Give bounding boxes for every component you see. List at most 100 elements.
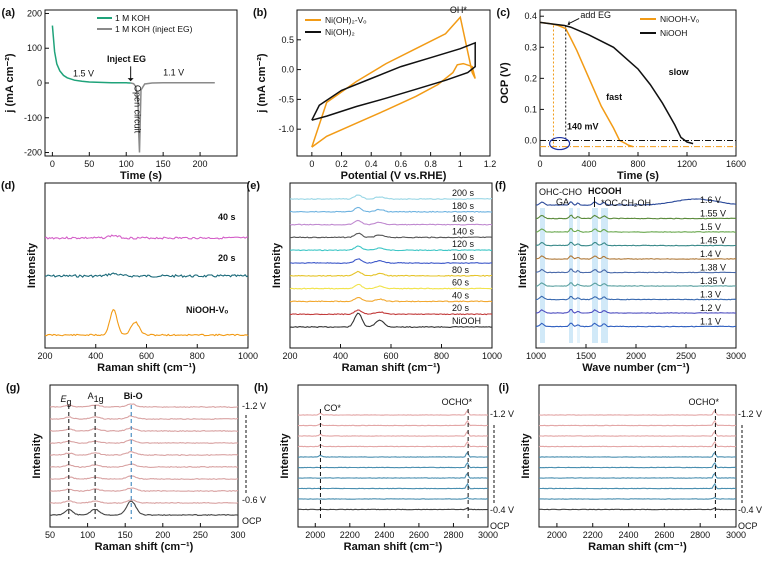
y-axis-label: Intensity: [26, 242, 38, 288]
spectrum-g-4: [49, 451, 239, 456]
legend-entry: Ni(OH)₂-Vₒ: [325, 15, 366, 25]
x-tick-label: 2000: [547, 530, 567, 540]
label-1.45V: 1.45 V: [700, 236, 726, 246]
annotation-add-eg: add EG: [580, 10, 611, 20]
spectrum-100s: [289, 258, 492, 264]
label-ocp: OCP: [242, 516, 262, 526]
annotation-hcooh: HCOOH: [588, 186, 622, 196]
spectrum-i-5: [538, 461, 737, 469]
x-tick-label: 2200: [340, 530, 360, 540]
x-tick-label: 1000: [238, 351, 258, 361]
label-40s: 40 s: [218, 212, 236, 222]
spectrum-g-1: [49, 415, 239, 420]
x-tick-label: 300: [230, 530, 245, 540]
label-100s: 100 s: [452, 252, 475, 262]
x-tick-label: 0.4: [365, 159, 378, 169]
x-tick-label: 2400: [619, 530, 639, 540]
x-tick-label: 1.2: [484, 159, 497, 169]
y-tick-label: 0.4: [524, 11, 537, 21]
y-axis-label: j (mA cm⁻²): [4, 53, 16, 114]
band-3: [592, 208, 598, 343]
panel-label: (f): [495, 180, 506, 192]
spectrum-160s: [289, 219, 493, 226]
spectrum-200s: [289, 194, 493, 200]
x-tick-label: 1000: [482, 351, 502, 361]
x-tick-label: 100: [80, 530, 95, 540]
label-1.38V: 1.38 V: [700, 263, 726, 273]
y-tick-label: 0.1: [524, 104, 537, 114]
annotation-fast: fast: [606, 92, 622, 102]
annotation-ocho: OCHO*: [442, 397, 473, 407]
label-bottom-potential: -0.4 V: [490, 505, 514, 515]
x-tick-label: 1600: [726, 159, 746, 169]
spectrum-1.35V: [535, 282, 737, 287]
inject-arrowhead: [127, 78, 134, 82]
x-tick-label: 200: [155, 530, 170, 540]
series-koh: [51, 25, 131, 84]
x-tick-label: 2800: [690, 530, 710, 540]
panel-label: (a): [2, 7, 16, 19]
spectrum-1.45V: [535, 241, 737, 247]
x-tick-label: 1200: [677, 159, 697, 169]
label-20s: 20 s: [452, 303, 470, 313]
label-top-potential: -1.2 V: [242, 401, 266, 411]
annotation-1.5v: 1.5 V: [73, 69, 94, 79]
y-tick-label: 0: [37, 78, 42, 88]
spectrum-20s: [290, 309, 493, 316]
x-tick-label: 0: [50, 159, 55, 169]
y-axis-label: j (mA cm⁻²): [256, 53, 268, 114]
spectrum-1.4V: [535, 255, 737, 260]
legend-entry: 1 M KOH: [115, 13, 150, 23]
spectrum-80s: [289, 270, 492, 277]
panel-label: (b): [253, 7, 267, 19]
panel-label: (e): [247, 180, 261, 192]
spectrum-i-0: [538, 409, 736, 416]
annotation-oh: OH*: [450, 5, 468, 15]
x-tick-label: 0: [309, 159, 314, 169]
spectrum-h-3: [297, 440, 489, 448]
spectrum-h-9: [298, 507, 489, 511]
plot-frame-c: [539, 9, 737, 157]
spectrum-NiOOH: [289, 312, 493, 328]
add-eg-arrow: [567, 17, 580, 25]
spectrum-40s: [44, 234, 249, 240]
x-tick-label: 600: [139, 351, 154, 361]
spectrum-i-8: [538, 496, 737, 500]
x-tick-label: 150: [118, 530, 133, 540]
x-tick-label: 0.2: [335, 159, 348, 169]
spectrum-1.55V: [536, 214, 737, 220]
label-160s: 160 s: [452, 214, 475, 224]
spectrum-i-2: [538, 430, 737, 437]
annotation-oc-ch2oh: *OC-CH₂OH: [601, 198, 651, 208]
x-tick-label: 0.8: [424, 159, 437, 169]
x-axis-label: Raman shift (cm⁻¹): [97, 362, 196, 374]
x-tick-label: 200: [37, 351, 52, 361]
y-tick-label: -100: [24, 113, 42, 123]
spectrum-g-7: [49, 487, 238, 493]
y-tick-label: 0.5: [281, 35, 294, 45]
x-tick-label: 400: [88, 351, 103, 361]
x-tick-label: 2800: [443, 530, 463, 540]
annotation-bi-o: Bi-O: [124, 391, 143, 401]
spectrum-h-4: [298, 451, 489, 458]
x-tick-label: 3000: [726, 351, 746, 361]
plot-frame-d: [44, 182, 249, 349]
y-tick-label: 0.2: [524, 73, 537, 83]
label-1.35V: 1.35 V: [700, 276, 726, 286]
panel-label: (h): [254, 382, 268, 394]
label-140s: 140 s: [452, 226, 475, 236]
x-tick-label: 3000: [726, 530, 746, 540]
series-nioh2: [311, 41, 476, 121]
series-niooh: [539, 21, 694, 145]
spectrum-g-9: [49, 500, 239, 517]
label-120s: 120 s: [452, 239, 475, 249]
y-axis-label: Intensity: [520, 433, 532, 479]
label-1.3V: 1.3 V: [700, 290, 721, 300]
y-axis-label: Intensity: [279, 433, 291, 479]
spectrum-g-6: [49, 475, 238, 480]
x-tick-label: 3000: [478, 530, 498, 540]
x-axis-label: Wave number (cm⁻¹): [582, 362, 690, 374]
x-tick-label: 1: [458, 159, 463, 169]
spectrum-20s: [44, 272, 249, 279]
